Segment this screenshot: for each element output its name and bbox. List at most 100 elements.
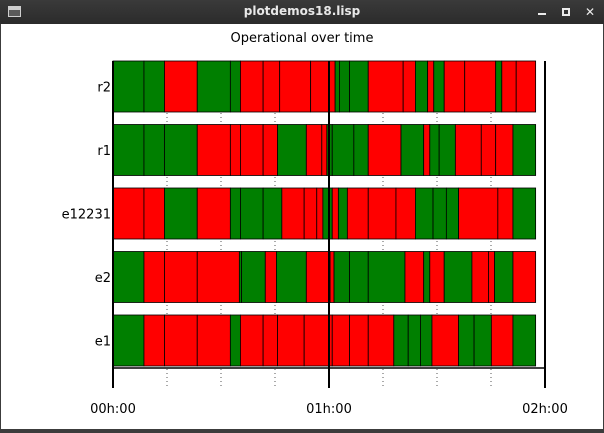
state-segment (262, 187, 283, 240)
lane-r2: r2 (97, 60, 537, 113)
x-tick-label: 01h:00 (306, 402, 352, 417)
state-segment (316, 187, 324, 240)
state-segment (143, 60, 165, 113)
state-segment (303, 314, 333, 367)
state-segment (196, 314, 231, 367)
state-segment (400, 124, 425, 176)
state-segment (264, 251, 277, 303)
lane-e12231: e12231 (62, 187, 537, 240)
state-segment (240, 60, 264, 113)
state-segment (445, 187, 459, 240)
state-segment (331, 187, 339, 240)
lane-label: r1 (97, 144, 111, 159)
state-segment (443, 60, 466, 113)
state-segment (310, 60, 336, 113)
state-segment (427, 60, 435, 113)
state-segment (429, 251, 445, 303)
state-segment (395, 187, 416, 240)
state-segment (431, 314, 459, 367)
minimize-icon (538, 13, 546, 15)
state-segment (196, 187, 231, 240)
state-segment (423, 124, 431, 176)
state-segment (494, 251, 514, 303)
state-segment (281, 187, 305, 240)
state-segment (495, 124, 514, 176)
state-segment (229, 60, 241, 113)
state-segment (333, 251, 350, 303)
state-segment (512, 251, 537, 303)
state-segment (164, 251, 198, 303)
state-segment (429, 124, 440, 176)
lane-label: e1 (95, 335, 111, 350)
state-segment (414, 187, 434, 240)
title-bar[interactable]: plotdemos18.lisp ✕ (0, 0, 604, 24)
x-tick-label: 00h:00 (90, 402, 136, 417)
state-segment (112, 251, 145, 303)
minimize-button[interactable] (534, 4, 550, 20)
state-segment (112, 314, 145, 367)
maximize-button[interactable] (558, 4, 574, 20)
state-segment (488, 251, 496, 303)
state-segment (240, 314, 264, 367)
state-segment (277, 314, 305, 367)
lane-label: e12231 (62, 208, 111, 223)
close-button[interactable]: ✕ (582, 4, 598, 20)
state-segment (464, 60, 497, 113)
state-segment (229, 314, 241, 367)
lanes: r2 r1 e12231 e2 e1 (62, 60, 537, 367)
state-segment (512, 124, 537, 176)
state-segment (515, 60, 537, 113)
state-segment (454, 124, 482, 176)
state-segment (143, 314, 165, 367)
state-segment (497, 187, 514, 240)
window-icon[interactable] (8, 6, 21, 17)
state-segment (322, 187, 333, 240)
state-segment (262, 60, 281, 113)
window-title: plotdemos18.lisp (243, 4, 361, 18)
state-segment (458, 314, 475, 367)
window-border-left (0, 24, 1, 433)
state-segment (321, 124, 328, 176)
state-segment (414, 60, 429, 113)
state-segment (241, 251, 266, 303)
state-segment (279, 60, 312, 113)
state-segment (512, 314, 537, 367)
state-segment (404, 251, 425, 303)
state-segment (433, 60, 445, 113)
state-segment (196, 60, 231, 113)
state-segment (438, 124, 456, 176)
state-segment (277, 124, 307, 176)
state-segment (112, 187, 145, 240)
state-segment (423, 251, 431, 303)
state-segment (367, 314, 395, 367)
lane-label: r2 (97, 81, 111, 96)
state-segment (393, 314, 409, 367)
state-segment (164, 187, 198, 240)
state-segment (367, 251, 406, 303)
state-segment (443, 251, 473, 303)
state-segment (305, 251, 331, 303)
state-segment (367, 60, 404, 113)
chart-title: Operational over time (231, 31, 374, 46)
state-segment (337, 187, 348, 240)
state-segment (420, 314, 433, 367)
state-segment (334, 60, 340, 113)
state-segment (367, 187, 397, 240)
state-segment (164, 60, 198, 113)
state-segment (329, 251, 335, 303)
state-segment (501, 60, 517, 113)
state-segment (262, 314, 278, 367)
state-segment (305, 124, 323, 176)
state-segment (196, 251, 240, 303)
state-segment (143, 251, 165, 303)
state-segment (164, 314, 198, 367)
state-segment (303, 187, 318, 240)
window-border-bottom[interactable] (0, 429, 604, 433)
state-segment (339, 60, 350, 113)
state-segment (495, 60, 503, 113)
state-segment (240, 124, 264, 176)
state-segment (164, 124, 198, 176)
state-segment (490, 314, 514, 367)
state-segment (367, 124, 402, 176)
